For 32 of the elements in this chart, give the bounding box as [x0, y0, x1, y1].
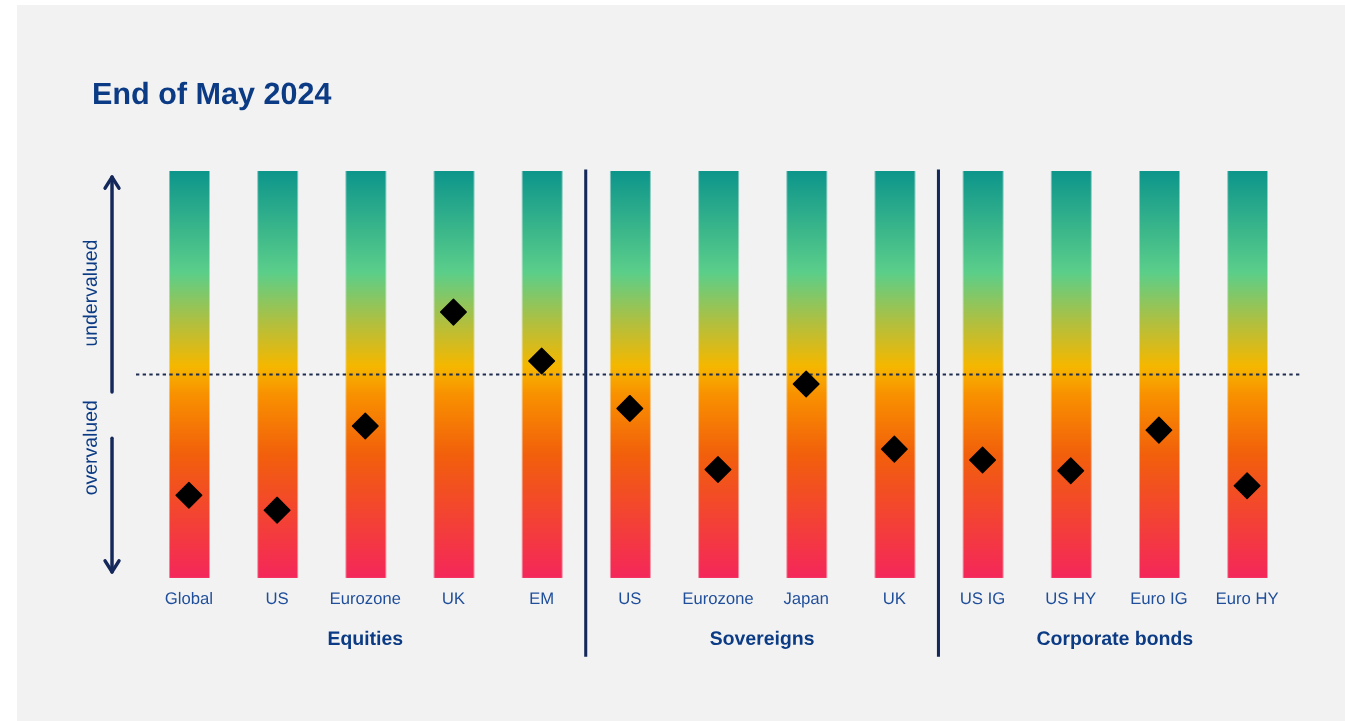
- text: Equities: [328, 630, 403, 649]
- x-tick-label: UK: [443, 592, 465, 605]
- x-tick-label: Global: [165, 591, 212, 605]
- point: [704, 455, 732, 483]
- x-tick-label: US: [619, 592, 641, 605]
- point: [439, 298, 467, 326]
- point: [969, 446, 997, 474]
- text: undervalued: [82, 240, 97, 346]
- point: [1057, 457, 1085, 485]
- point: [263, 496, 291, 524]
- point: [880, 435, 908, 463]
- text: Sovereigns: [710, 630, 814, 649]
- x-tick-label: EM: [530, 592, 553, 604]
- text: overvalued: [82, 401, 97, 495]
- x-tick-label: Eurozone: [330, 592, 401, 605]
- x-tick-label: US: [266, 592, 288, 605]
- chart-title: End of May 2024: [94, 81, 332, 111]
- x-tick-label: Euro IG: [1131, 592, 1187, 605]
- point: [351, 412, 379, 440]
- point: [1233, 472, 1261, 500]
- point: [528, 347, 556, 375]
- text: Corporate bonds: [1037, 630, 1193, 649]
- x-tick-label: US IG: [961, 592, 1004, 605]
- point: [1145, 416, 1173, 444]
- x-tick-label: Japan: [783, 592, 828, 608]
- x-tick-label: Eurozone: [683, 592, 753, 605]
- x-tick-label: Euro HY: [1216, 592, 1279, 605]
- point: [792, 370, 820, 398]
- x-tick-label: US HY: [1046, 592, 1096, 605]
- point: [616, 394, 644, 422]
- x-tick-label: UK: [884, 592, 906, 605]
- point: [175, 481, 203, 509]
